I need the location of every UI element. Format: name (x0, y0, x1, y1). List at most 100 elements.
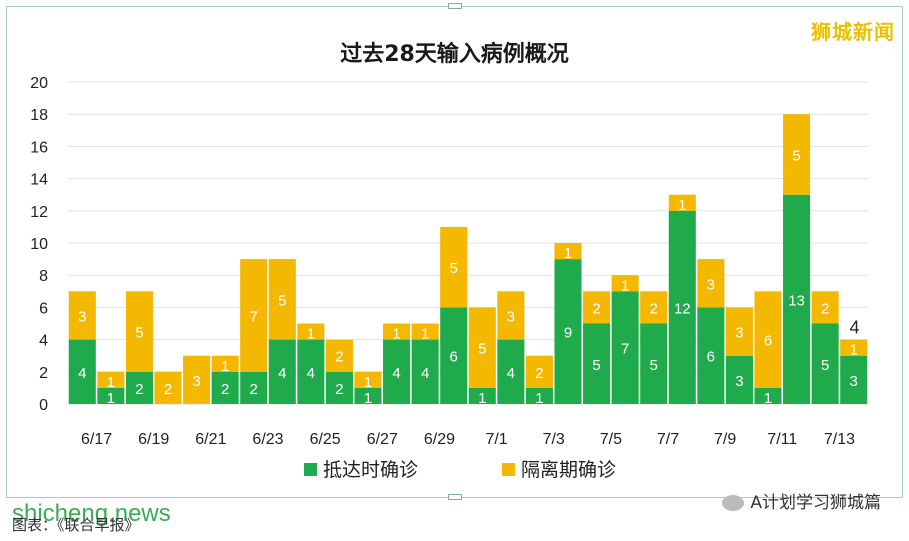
data-label-arrival: 1 (478, 390, 486, 407)
data-label-arrival: 13 (788, 292, 805, 309)
bar-quarantine (697, 259, 725, 308)
bar-quarantine (754, 291, 782, 388)
bar-arrival (240, 371, 268, 404)
bar-arrival (211, 371, 239, 404)
data-label-quarantine: 2 (650, 300, 658, 317)
data-label-arrival: 7 (621, 341, 629, 358)
y-tick-label: 8 (39, 268, 48, 285)
data-label-quarantine: 7 (250, 308, 258, 325)
bar-quarantine (97, 371, 125, 388)
bar-arrival (97, 387, 125, 404)
data-label-quarantine: 6 (764, 333, 772, 350)
data-label-quarantine: 2 (335, 349, 343, 366)
data-label-arrival: 1 (107, 390, 115, 407)
bar-arrival (697, 307, 725, 404)
data-label-quarantine: 5 (478, 341, 486, 358)
data-label-quarantine: 1 (221, 358, 229, 375)
data-label-quarantine: 2 (821, 300, 829, 317)
bar-quarantine (154, 371, 182, 404)
y-tick-label: 4 (39, 333, 48, 350)
y-tick-label: 20 (30, 75, 48, 92)
data-label-quarantine: 1 (107, 374, 115, 391)
bar-quarantine (783, 114, 811, 195)
data-label-arrival: 3 (735, 373, 743, 390)
chart-title: 过去28天输入病例概况 (340, 42, 569, 67)
x-tick-label: 7/5 (600, 431, 622, 448)
bar-arrival (68, 339, 96, 404)
data-label-arrival: 3 (850, 373, 858, 390)
bar-quarantine (297, 323, 325, 340)
bar-arrival (668, 210, 696, 404)
bar-quarantine (125, 291, 153, 372)
bar-quarantine (354, 371, 382, 388)
bar-arrival (497, 339, 525, 404)
y-tick-label: 2 (39, 365, 48, 382)
bar-arrival (440, 307, 468, 404)
resize-handle-bottom[interactable] (448, 494, 462, 500)
watermark: shicheng.news (12, 500, 171, 527)
bar-arrival (783, 194, 811, 404)
bar-quarantine (383, 323, 411, 340)
data-label-arrival: 4 (392, 365, 400, 382)
data-label-arrival: 2 (135, 381, 143, 398)
x-tick-label: 6/29 (424, 431, 455, 448)
bar-arrival (554, 259, 582, 404)
bar-arrival (725, 355, 753, 404)
x-tick-label: 6/25 (310, 431, 341, 448)
bar-arrival (640, 323, 668, 404)
data-label-quarantine: 1 (364, 374, 372, 391)
data-label-arrival: 2 (221, 381, 229, 398)
data-label-arrival: 1 (535, 390, 543, 407)
bar-arrival (383, 339, 411, 404)
wechat-account: A计划学习狮城篇 (722, 488, 881, 513)
bar-quarantine (497, 291, 525, 340)
data-label-quarantine: 5 (450, 260, 458, 277)
bar-quarantine (68, 291, 96, 340)
data-label-quarantine: 3 (192, 373, 200, 390)
data-label-arrival: 6 (707, 349, 715, 366)
data-label-arrival: 9 (564, 325, 572, 342)
data-label-arrival: 2 (335, 381, 343, 398)
data-label-arrival: 4 (78, 365, 86, 382)
data-label-arrival: 2 (250, 381, 258, 398)
bar-quarantine (211, 355, 239, 372)
bar-quarantine (583, 291, 611, 324)
bar-arrival (525, 387, 553, 404)
bar-quarantine (268, 259, 296, 340)
bar-arrival (354, 387, 382, 404)
bar-quarantine (325, 339, 353, 372)
data-label-quarantine: 2 (535, 365, 543, 382)
bar-arrival (611, 291, 639, 404)
resize-handle-top[interactable] (448, 3, 462, 9)
brand-logo: 狮城新闻 (811, 20, 895, 44)
bar-quarantine (668, 194, 696, 211)
data-label-quarantine: 1 (421, 326, 429, 343)
y-tick-label: 0 (39, 397, 48, 414)
x-tick-label: 6/21 (195, 431, 226, 448)
data-label-arrival: 4 (307, 365, 315, 382)
data-label-quarantine: 1 (850, 342, 858, 359)
bar-quarantine (183, 355, 211, 404)
caption: 图表：《联合早报》 (12, 516, 140, 534)
data-label-arrival: 1 (764, 390, 772, 407)
x-tick-label: 7/7 (657, 431, 679, 448)
bar-quarantine (611, 275, 639, 292)
x-tick-label: 7/1 (485, 431, 507, 448)
y-tick-label: 18 (30, 107, 48, 124)
wechat-icon (722, 495, 745, 511)
data-label-arrival: 4 (421, 365, 429, 382)
data-label-arrival: 5 (821, 357, 829, 374)
data-label-arrival: 6 (450, 349, 458, 366)
bar-arrival (468, 387, 496, 404)
data-label-arrival: 1 (364, 390, 372, 407)
data-label-quarantine: 1 (678, 197, 686, 214)
data-label-quarantine: 5 (792, 147, 800, 164)
bar-arrival (754, 387, 782, 404)
data-label-arrival: 12 (674, 300, 691, 317)
x-tick-label: 7/13 (824, 431, 855, 448)
legend-label: 抵达时确诊 (323, 459, 418, 481)
bar-arrival (125, 371, 153, 404)
data-label-quarantine: 1 (621, 277, 629, 294)
data-label-quarantine: 5 (278, 292, 286, 309)
